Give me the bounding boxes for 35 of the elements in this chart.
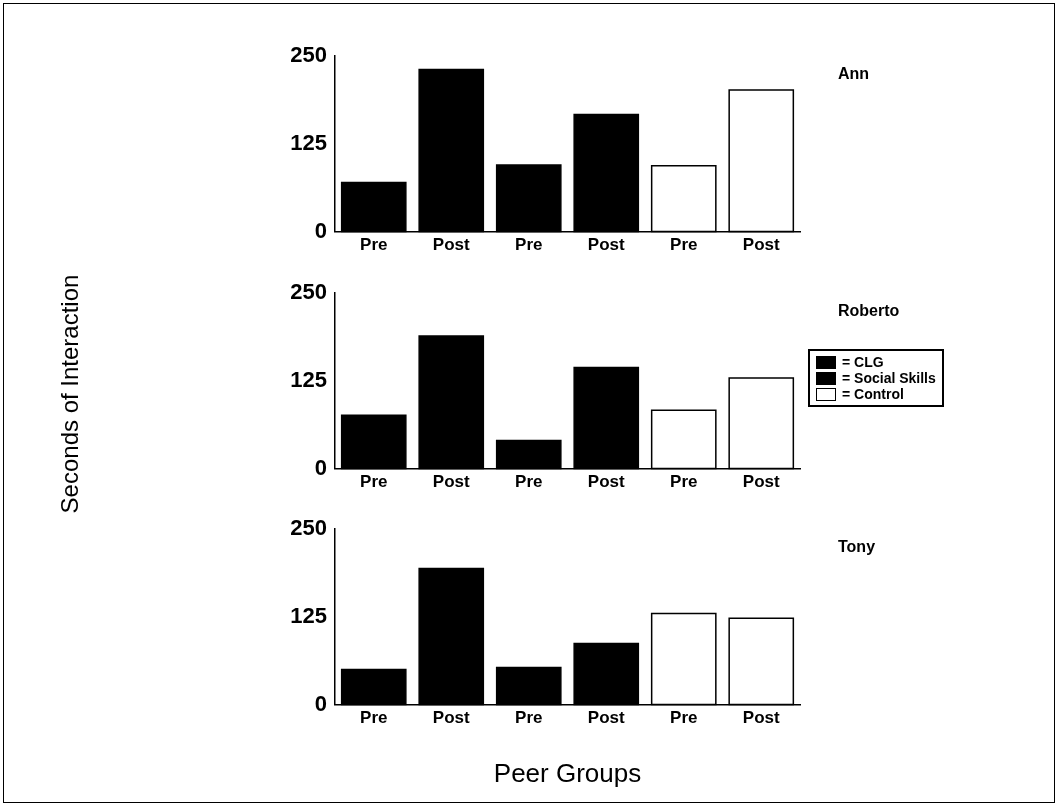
x-tick-label: Pre bbox=[670, 708, 698, 728]
x-tick-label: Post bbox=[587, 235, 626, 255]
legend-label: = CLG bbox=[842, 354, 884, 370]
x-tick-label: Pre bbox=[360, 708, 388, 728]
text: Roberto bbox=[838, 302, 900, 320]
y-tick-label: 250 bbox=[290, 279, 327, 305]
x-tick-label: Pre bbox=[515, 472, 543, 492]
x-tick-label: Pre bbox=[515, 235, 543, 255]
x-tick-label: Pre bbox=[360, 472, 388, 492]
x-tick-label: Post bbox=[587, 708, 626, 728]
x-tick-label: Post bbox=[432, 472, 471, 492]
y-tick-label: 250 bbox=[290, 42, 327, 68]
x-tick-label: Pre bbox=[670, 235, 698, 255]
legend-label: = Social Skills bbox=[842, 370, 936, 386]
y-tick-label: 0 bbox=[314, 217, 327, 243]
x-tick-label: Post bbox=[742, 235, 781, 255]
text: = Control bbox=[842, 386, 904, 402]
x-tick-label: Post bbox=[432, 235, 471, 255]
x-tick-label: Post bbox=[432, 708, 471, 728]
x-tick-label: Pre bbox=[515, 708, 543, 728]
text: Tony bbox=[838, 538, 876, 556]
x-tick-label: Post bbox=[742, 708, 781, 728]
y-tick-label: 0 bbox=[314, 690, 327, 716]
y-tick-label: 0 bbox=[314, 454, 327, 480]
x-tick-label: Pre bbox=[670, 472, 698, 492]
y-tick-label: 250 bbox=[290, 515, 327, 541]
x-tick-label: Pre bbox=[360, 235, 388, 255]
text: Ann bbox=[838, 65, 870, 83]
x-tick-label: Post bbox=[587, 472, 626, 492]
y-tick-label: 125 bbox=[290, 366, 327, 392]
x-tick-label: Post bbox=[742, 472, 781, 492]
y-axis-title: Seconds of Interaction bbox=[56, 273, 84, 516]
y-tick-label: 125 bbox=[290, 602, 327, 628]
y-tick-label: 125 bbox=[290, 129, 327, 155]
x-axis-title: Peer Groups bbox=[492, 758, 643, 789]
